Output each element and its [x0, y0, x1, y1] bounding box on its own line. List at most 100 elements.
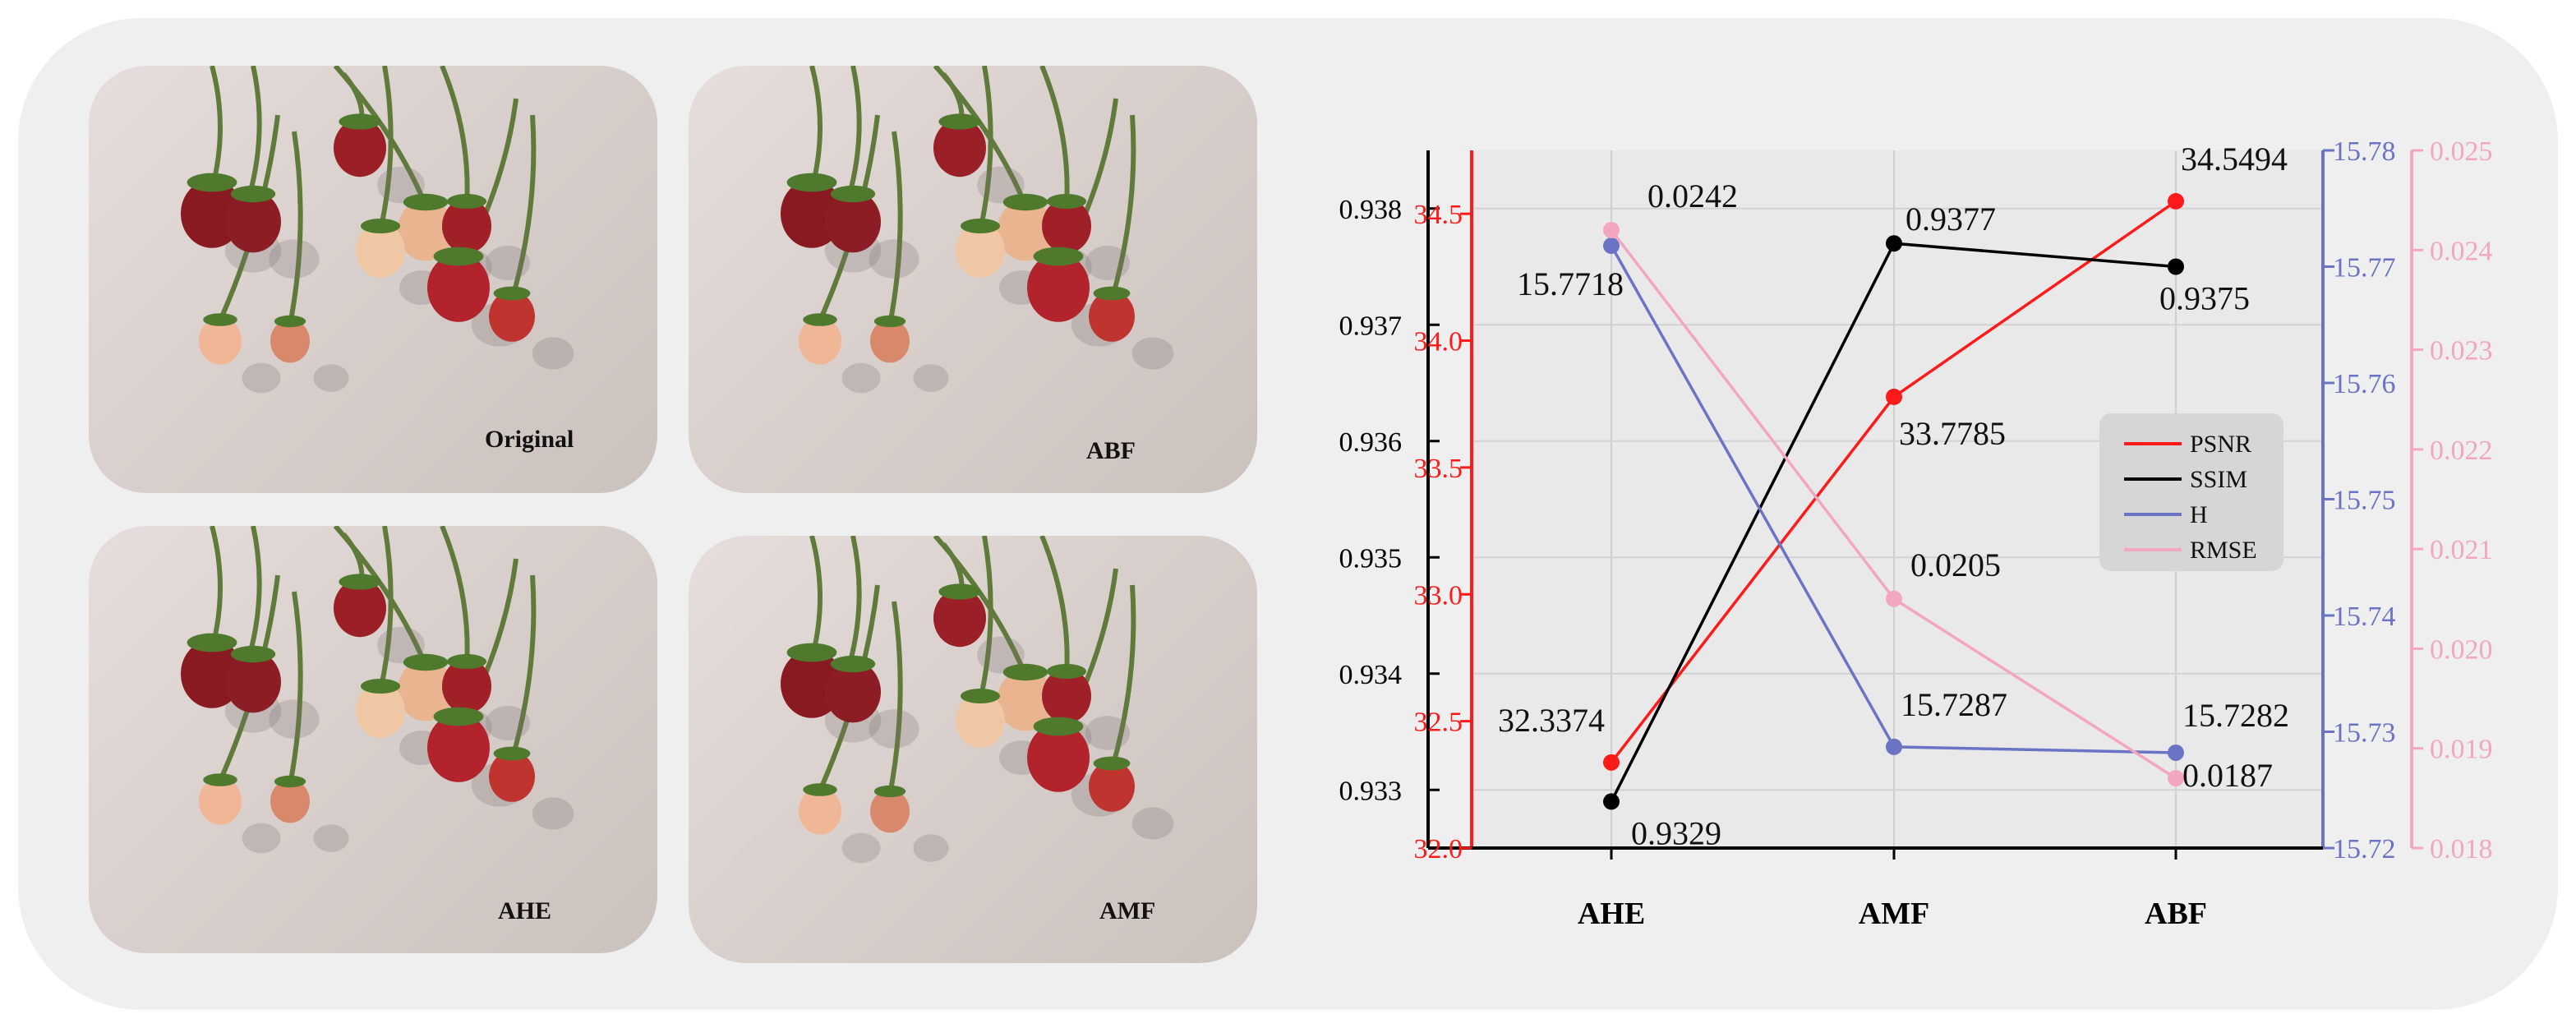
data-label-ssim: 0.9377	[1906, 201, 1996, 237]
berry-shadow	[841, 832, 881, 864]
berry-shadow	[869, 709, 919, 749]
strawberry-leaf	[230, 645, 276, 663]
tick-label-rmse: 0.021	[2430, 535, 2493, 565]
strawberry-leaf	[830, 655, 876, 673]
strawberry	[199, 317, 242, 365]
strawberry	[442, 199, 491, 253]
strawberry-leaf	[447, 194, 486, 209]
strawberry-leaf	[786, 643, 837, 662]
tick-label-psnr: 34.5	[1414, 200, 1463, 230]
tick-label-ssim: 0.937	[1339, 311, 1403, 341]
point-ssim	[1603, 793, 1620, 810]
photo-ahe: AHE	[89, 526, 657, 953]
berry-shadow	[269, 239, 320, 279]
stem	[509, 114, 537, 301]
tick-label-h: 15.76	[2333, 369, 2396, 399]
legend-label-psnr: PSNR	[2190, 431, 2251, 458]
strawberry-leaf	[1002, 663, 1048, 681]
berry-shadow	[486, 246, 530, 280]
strawberry	[225, 191, 281, 253]
strawberry	[825, 661, 881, 723]
legend-box	[2099, 413, 2283, 571]
tick-label-psnr: 32.0	[1414, 834, 1463, 864]
berry-shadow	[977, 636, 1025, 674]
category-label-abf: ABF	[2145, 897, 2207, 931]
data-label-h: 15.7718	[1517, 265, 1624, 302]
stem	[509, 574, 537, 761]
point-psnr	[1886, 388, 1902, 405]
berry-shadow	[1131, 337, 1174, 370]
strawberry	[334, 579, 386, 638]
stem	[288, 131, 303, 325]
strawberry-leaf	[1093, 756, 1131, 771]
berry-shadow	[377, 626, 425, 664]
data-label-rmse: 0.0205	[1910, 546, 2001, 583]
strawberry	[933, 588, 986, 648]
tick-label-psnr: 33.5	[1414, 454, 1463, 484]
tick-label-h: 15.74	[2333, 602, 2396, 632]
stem	[978, 66, 993, 231]
berry-shadow	[869, 239, 919, 279]
strawberry-leaf	[493, 286, 531, 301]
stem	[846, 66, 862, 198]
photo-label-ahe: AHE	[498, 897, 552, 924]
strawberry-leaf	[433, 247, 484, 266]
strawberry-leaf	[403, 653, 449, 671]
photo-amf: AMF	[689, 536, 1257, 963]
data-label-psnr: 32.3374	[1498, 702, 1605, 739]
stem	[887, 601, 903, 795]
data-label-rmse: 0.0242	[1647, 177, 1738, 214]
strawberry-leaf	[339, 113, 381, 130]
tick-label-rmse: 0.023	[2430, 336, 2493, 366]
tick-label-psnr: 34.0	[1414, 327, 1463, 357]
strawberry-leaf	[786, 173, 837, 192]
strawberry-leaf	[1093, 286, 1131, 301]
point-rmse	[1603, 222, 1620, 239]
strawberry-leaf	[230, 185, 276, 203]
strawberry	[334, 118, 386, 177]
berry-shadow	[269, 699, 320, 739]
category-label-ahe: AHE	[1578, 897, 1645, 931]
legend-label-ssim: SSIM	[2190, 466, 2247, 493]
data-label-h: 15.7282	[2182, 697, 2289, 734]
tick-label-rmse: 0.022	[2430, 436, 2493, 466]
data-label-psnr: 33.7785	[1899, 415, 2006, 452]
tick-label-h: 15.78	[2333, 136, 2396, 167]
strawberry-leaf	[1047, 194, 1086, 209]
tick-label-ssim: 0.933	[1339, 776, 1403, 806]
tick-label-rmse: 0.020	[2430, 634, 2493, 665]
strawberry	[1089, 761, 1135, 812]
strawberry	[799, 787, 841, 835]
point-rmse	[2168, 770, 2184, 787]
strawberry-leaf	[274, 315, 306, 328]
strawberry-leaf	[187, 633, 237, 652]
stem	[440, 526, 470, 666]
strawberry	[1089, 291, 1135, 342]
strawberry	[489, 751, 535, 802]
point-ssim	[1886, 235, 1902, 252]
tick-label-psnr: 32.5	[1414, 708, 1463, 738]
strawberry	[427, 253, 490, 322]
stem	[887, 131, 903, 325]
tick-label-h: 15.77	[2333, 253, 2396, 284]
berry-shadow	[313, 824, 349, 852]
strawberry	[398, 199, 454, 261]
strawberry-leaf	[873, 785, 906, 798]
tick-label-h: 15.73	[2333, 718, 2396, 749]
point-rmse	[1886, 590, 1902, 607]
berry-shadow	[242, 823, 281, 854]
point-h	[1886, 738, 1902, 755]
stem	[378, 66, 394, 231]
photo-abf: ABF	[689, 66, 1257, 493]
strawberry-leaf	[361, 219, 400, 233]
tick-label-rmse: 0.019	[2430, 735, 2493, 765]
strawberry-leaf	[961, 689, 1000, 703]
strawberry-leaf	[403, 193, 449, 211]
tick-label-h: 15.72	[2333, 834, 2396, 864]
photo-label-original: Original	[485, 426, 574, 453]
berry-shadow	[977, 166, 1025, 204]
stem	[247, 66, 262, 198]
tick-label-psnr: 33.0	[1414, 580, 1463, 611]
photo-original: Original	[89, 66, 657, 493]
